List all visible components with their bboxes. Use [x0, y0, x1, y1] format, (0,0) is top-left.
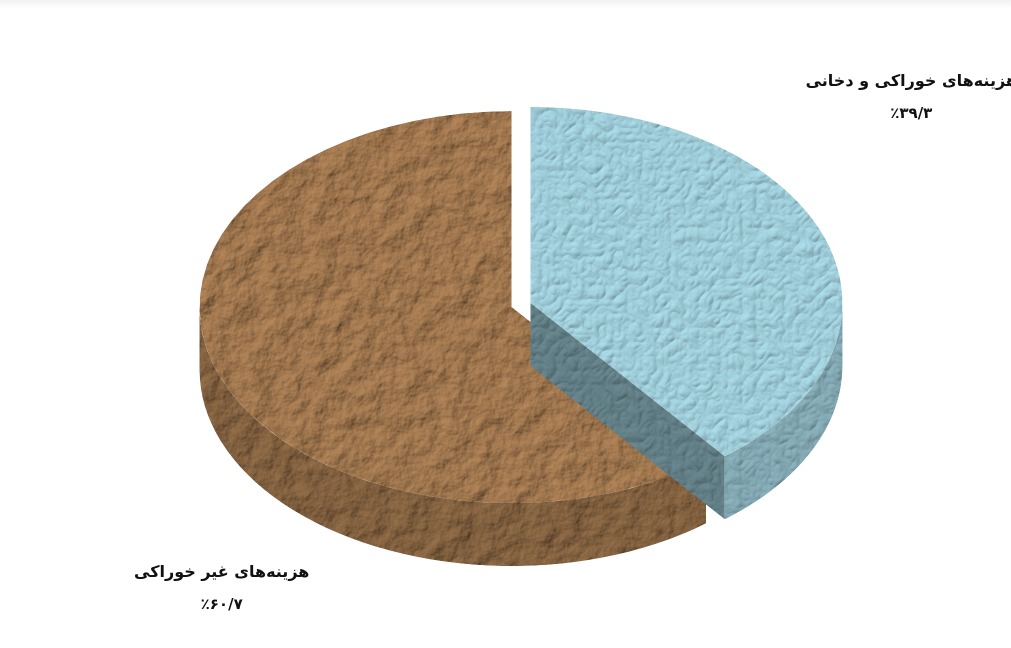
slice-label-food-value: ٪۳۹/۳ [890, 104, 933, 122]
slice-food-top [530, 106, 843, 457]
slice-label-nonfood-name: هزینه‌های غیر خوراکی [134, 562, 310, 581]
slice-label-food-name: هزینه‌های خوراکی و دخانی [805, 71, 1011, 90]
slice-label-nonfood-value: ٪۶۰/۷ [200, 595, 243, 613]
top-band [0, 0, 1011, 8]
slice-label-food: هزینه‌های خوراکی و دخانی ٪۳۹/۳ [806, 71, 1011, 122]
slice-food [530, 106, 843, 520]
slice-nonfood-rim [199, 307, 706, 567]
slice-food-wall-1 [530, 302, 725, 520]
slice-nonfood-top [199, 111, 706, 503]
slice-label-nonfood: هزینه‌های غیر خوراکی ٪۶۰/۷ [134, 562, 309, 613]
slice-food-rim [724, 302, 843, 520]
